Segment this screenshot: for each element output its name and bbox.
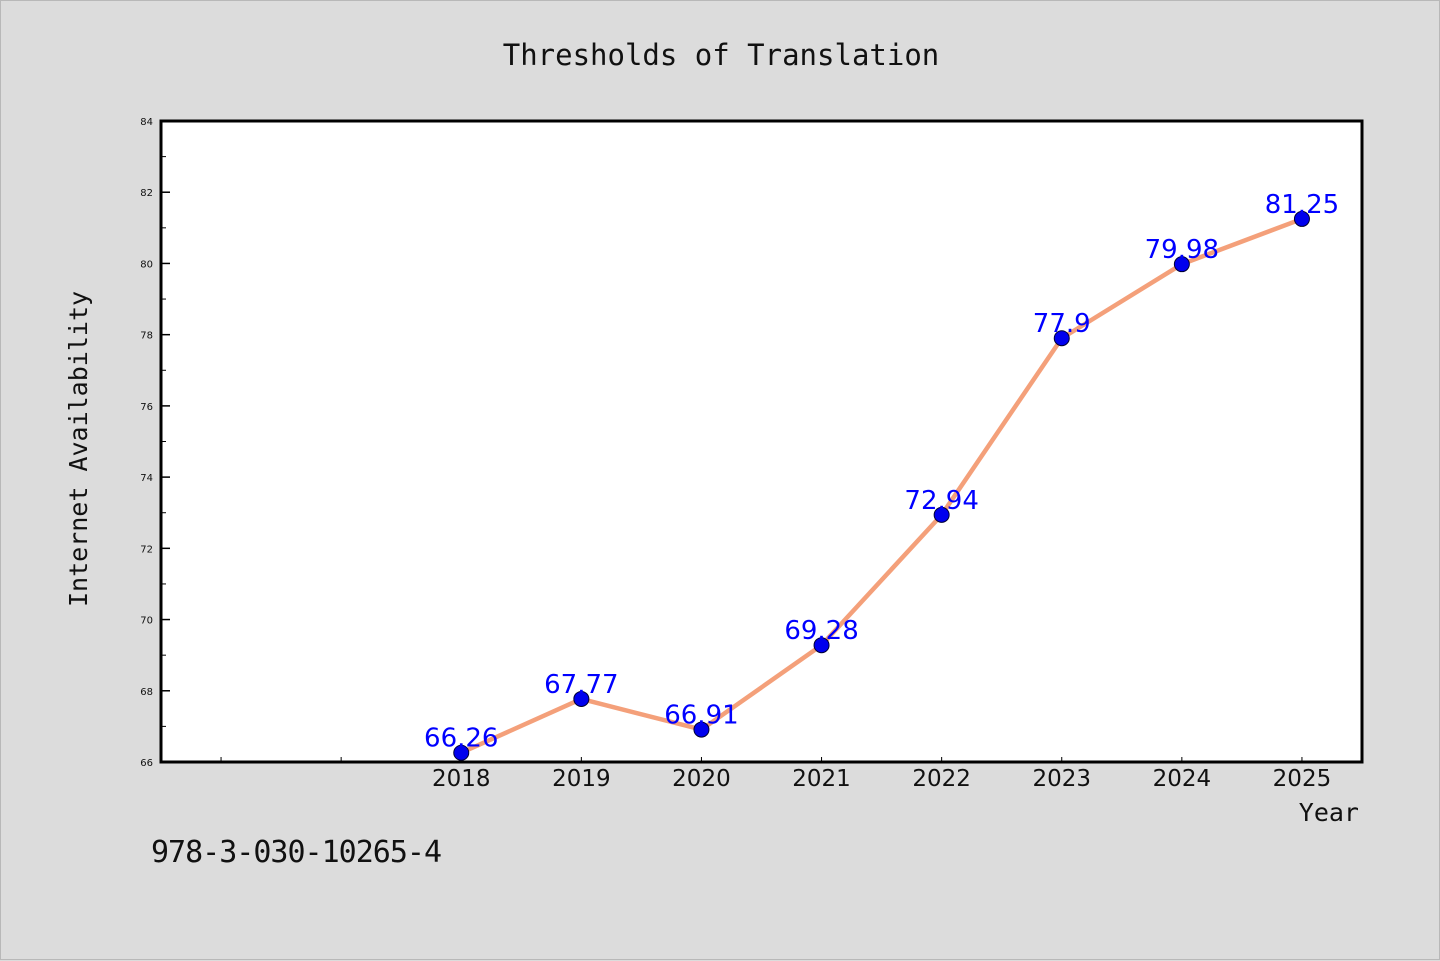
data-point bbox=[813, 637, 830, 654]
data-label: 77.9 bbox=[1033, 309, 1091, 339]
x-axis-label: Year bbox=[1299, 798, 1359, 827]
data-point bbox=[1173, 256, 1190, 273]
x-tick-label: 2019 bbox=[552, 766, 611, 792]
y-tick-label: 76 bbox=[140, 402, 153, 413]
data-point bbox=[1053, 330, 1070, 347]
data-points bbox=[453, 210, 1310, 761]
y-tick-label: 82 bbox=[140, 188, 153, 199]
y-tick-label: 78 bbox=[140, 331, 153, 342]
data-label: 67.77 bbox=[544, 670, 618, 700]
y-tick-labels: 66 68 70 72 74 76 78 80 82 84 bbox=[140, 117, 153, 769]
data-label: 79.98 bbox=[1145, 235, 1219, 265]
y-tick-label: 68 bbox=[140, 687, 153, 698]
y-axis-label: Internet Availability bbox=[64, 291, 93, 607]
x-tick-label: 2020 bbox=[672, 766, 731, 792]
y-tick-label: 70 bbox=[140, 616, 153, 627]
data-label: 66.91 bbox=[664, 701, 738, 731]
y-tick-label: 72 bbox=[140, 544, 153, 555]
data-label: 72.94 bbox=[904, 486, 978, 516]
y-tick-label: 74 bbox=[140, 473, 153, 484]
y-tick-label: 80 bbox=[140, 259, 153, 270]
x-tick-label: 2023 bbox=[1032, 766, 1091, 792]
data-point bbox=[693, 721, 710, 738]
x-tick-label: 2021 bbox=[792, 766, 851, 792]
data-labels: 66.26 67.77 66.91 69.28 72.94 77.9 79.98 81.25 bbox=[424, 190, 1339, 754]
data-point bbox=[453, 744, 470, 761]
data-point bbox=[933, 506, 950, 523]
data-label: 69.28 bbox=[784, 616, 858, 646]
data-label: 81.25 bbox=[1265, 190, 1339, 220]
plot-area bbox=[159, 119, 1364, 764]
chart-title: Thresholds of Translation bbox=[503, 38, 940, 72]
data-point bbox=[1293, 210, 1310, 227]
isbn-text: 978-3-030-10265-4 bbox=[151, 835, 442, 870]
x-tick-labels: 2018 2019 2020 2021 2022 2023 2024 2025 bbox=[432, 766, 1331, 792]
x-tick-label: 2018 bbox=[432, 766, 491, 792]
data-point bbox=[573, 690, 590, 707]
y-tick-label: 84 bbox=[140, 117, 153, 128]
x-tick-label: 2022 bbox=[912, 766, 971, 792]
y-tick-label: 66 bbox=[140, 758, 153, 769]
data-label: 66.26 bbox=[424, 724, 498, 754]
x-tick-label: 2025 bbox=[1273, 766, 1332, 792]
x-tick-label: 2024 bbox=[1153, 766, 1212, 792]
axis-ticks bbox=[161, 120, 1303, 763]
series-line bbox=[460, 216, 1303, 755]
